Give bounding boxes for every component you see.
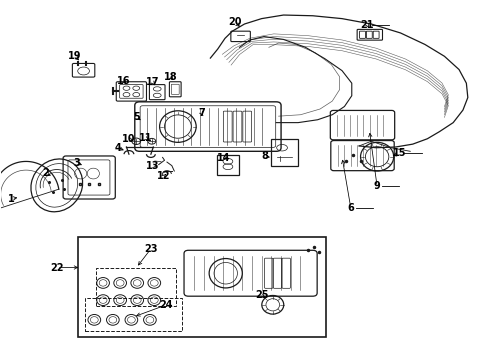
Text: 2: 2 xyxy=(42,168,49,178)
Text: 22: 22 xyxy=(50,262,63,273)
Text: 16: 16 xyxy=(117,76,130,86)
Text: 17: 17 xyxy=(146,77,159,87)
Bar xyxy=(84,298,182,330)
Text: 25: 25 xyxy=(254,291,268,301)
Text: 3: 3 xyxy=(74,158,81,168)
Text: 8: 8 xyxy=(261,151,268,161)
Text: 9: 9 xyxy=(373,181,380,192)
Text: 23: 23 xyxy=(144,244,157,254)
Text: 5: 5 xyxy=(133,112,140,122)
Bar xyxy=(78,237,326,337)
Text: 1: 1 xyxy=(8,194,15,204)
Bar xyxy=(217,155,238,175)
Text: 24: 24 xyxy=(160,300,173,310)
Text: 4: 4 xyxy=(114,143,121,153)
Text: 12: 12 xyxy=(157,171,170,181)
Bar xyxy=(270,139,297,166)
Text: 21: 21 xyxy=(360,20,373,30)
Text: 14: 14 xyxy=(217,153,230,163)
Text: 18: 18 xyxy=(163,72,177,82)
Text: 20: 20 xyxy=(227,17,241,27)
Text: 13: 13 xyxy=(146,161,159,171)
Text: 15: 15 xyxy=(392,148,406,158)
Text: 11: 11 xyxy=(139,134,152,143)
Text: 7: 7 xyxy=(198,108,204,118)
Bar xyxy=(96,267,176,306)
Text: 10: 10 xyxy=(122,134,135,144)
Text: 6: 6 xyxy=(346,203,353,213)
Text: 19: 19 xyxy=(68,51,81,61)
